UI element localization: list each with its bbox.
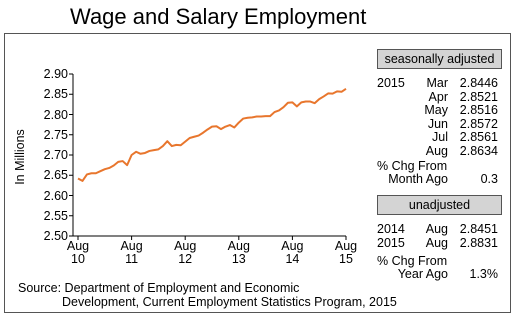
change-value: 1.3%: [469, 267, 499, 281]
panel-header: seasonally adjusted: [377, 49, 502, 69]
row-month: Jul: [432, 130, 448, 144]
row-value: 2.8561: [459, 130, 498, 144]
y-tick-label: 2.80: [43, 107, 68, 122]
y-tick-label: 2.60: [43, 188, 68, 203]
x-tick-label: Aug 14: [281, 239, 304, 266]
row-year: 2015: [377, 76, 405, 90]
row-year: 2015: [377, 235, 405, 250]
y-tick-label: 2.70: [43, 148, 68, 162]
change-label: Year Ago: [397, 267, 448, 281]
change-label: Month Ago: [388, 172, 448, 186]
y-tick-label: 2.55: [43, 208, 68, 223]
row-month: Aug: [425, 222, 448, 236]
chart-title: Wage and Salary Employment: [70, 4, 367, 29]
row-month: Aug: [425, 143, 448, 158]
x-tick-label: Aug 12: [174, 239, 197, 266]
row-value: 2.8521: [459, 89, 498, 104]
row-month: May: [424, 103, 448, 117]
row-value: 2.8572: [459, 116, 498, 131]
y-tick-label: 2.50: [43, 229, 68, 243]
change-label: % Chg From: [377, 159, 448, 173]
row-value: 2.8831: [459, 235, 498, 250]
data-line: [77, 87, 347, 182]
x-tick-label: Aug 10: [66, 239, 90, 266]
y-tick-label: 2.85: [43, 87, 68, 102]
change-value: 0.3: [480, 172, 498, 186]
source: Development, Current Employment Statisti…: [62, 295, 397, 309]
source: Source: Department of Employment and Eco…: [18, 281, 300, 295]
x-tick-label: Aug 13: [227, 239, 250, 266]
row-month: Aug: [425, 235, 448, 250]
y-tick-label: 2.90: [43, 67, 68, 81]
panel-header: unadjusted: [377, 195, 502, 215]
row-month: Mar: [426, 76, 448, 90]
row-value: 2.8516: [459, 103, 498, 117]
row-value: 2.8451: [459, 222, 498, 236]
y-tick-label: 2.65: [43, 168, 68, 183]
row-year: 2014: [377, 222, 405, 236]
row-month: Jun: [427, 116, 448, 131]
y-tick-label: 2.75: [43, 127, 68, 142]
row-month: Apr: [428, 89, 448, 104]
row-value: 2.8634: [459, 143, 498, 158]
row-value: 2.8446: [459, 76, 498, 90]
x-tick-label: Aug 11: [120, 239, 143, 266]
x-tick-label: Aug 15: [334, 239, 358, 266]
frame: [4, 33, 511, 313]
change-label: % Chg From: [377, 254, 448, 268]
